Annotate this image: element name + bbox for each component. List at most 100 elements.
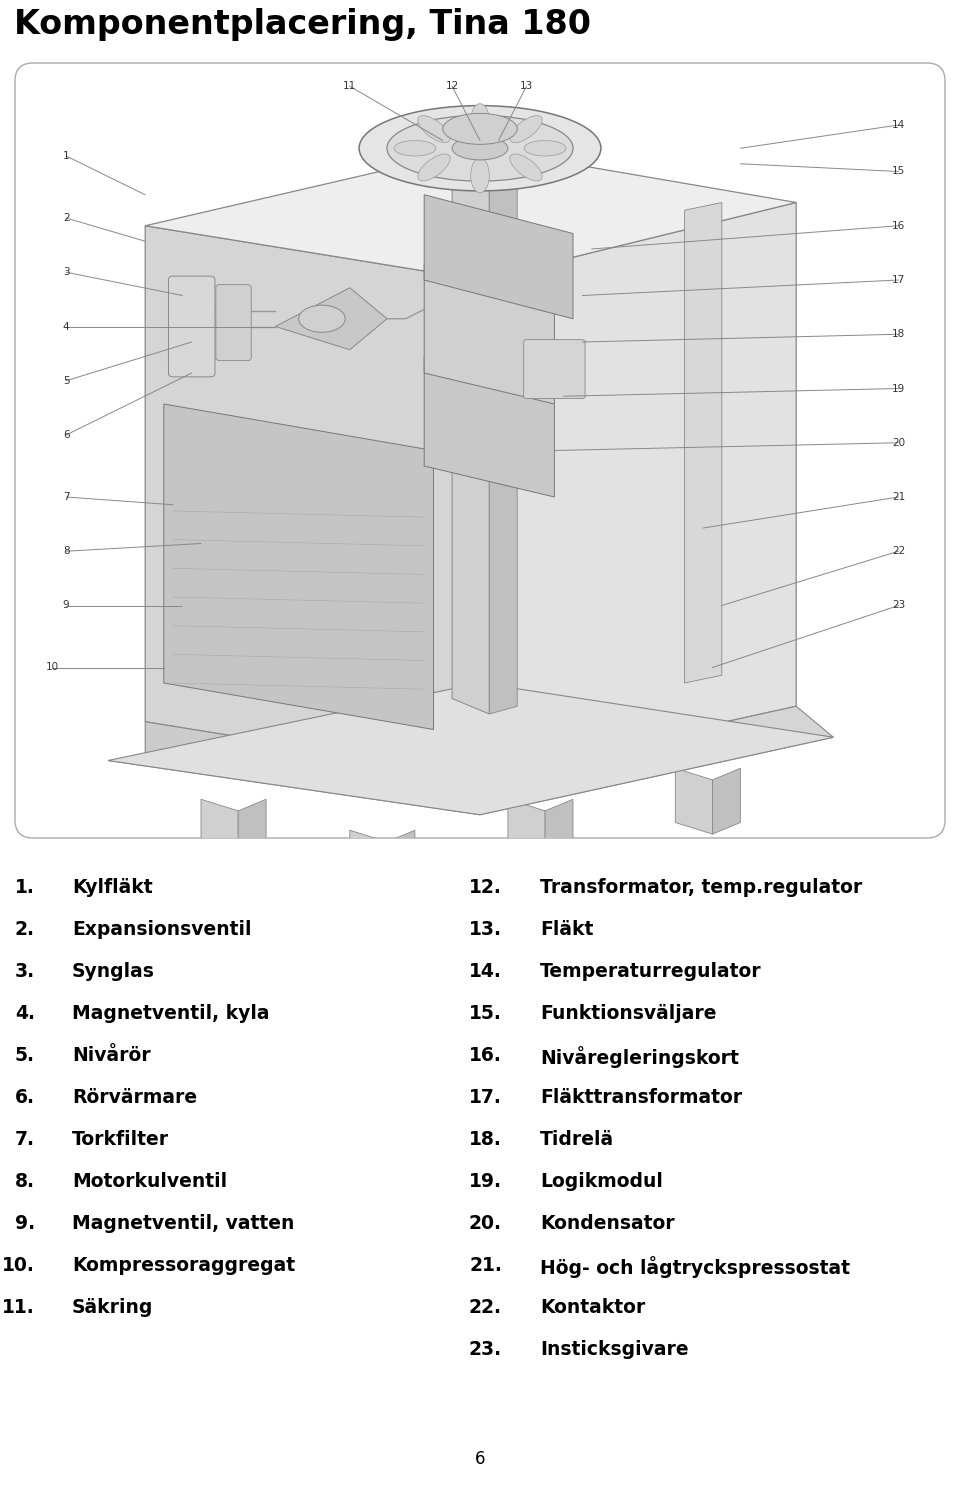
Text: 22: 22 (892, 547, 905, 556)
Polygon shape (675, 768, 712, 834)
Text: 19: 19 (892, 383, 905, 394)
FancyBboxPatch shape (216, 285, 252, 361)
Ellipse shape (359, 106, 601, 190)
Text: 14.: 14. (469, 962, 502, 981)
Text: 21: 21 (892, 491, 905, 502)
Text: 23.: 23. (468, 1341, 502, 1359)
Text: 15: 15 (892, 166, 905, 177)
Ellipse shape (470, 103, 490, 138)
Text: Synglas: Synglas (72, 962, 155, 981)
Text: 8.: 8. (15, 1171, 35, 1191)
Polygon shape (490, 171, 517, 715)
Text: 2: 2 (62, 213, 69, 223)
Polygon shape (145, 148, 796, 280)
FancyBboxPatch shape (168, 276, 215, 377)
Text: 7: 7 (62, 491, 69, 502)
Polygon shape (424, 265, 555, 404)
Polygon shape (145, 226, 480, 776)
Text: 1: 1 (62, 151, 69, 160)
Text: Motorkulventil: Motorkulventil (72, 1171, 228, 1191)
Text: Magnetventil, kyla: Magnetventil, kyla (72, 1004, 270, 1023)
Ellipse shape (394, 141, 436, 156)
Text: 23: 23 (892, 601, 905, 611)
Polygon shape (424, 358, 555, 497)
Text: Rörvärmare: Rörvärmare (72, 1088, 197, 1107)
Text: Kondensator: Kondensator (540, 1213, 675, 1233)
Text: 9.: 9. (14, 1213, 35, 1233)
Text: 11: 11 (343, 81, 356, 91)
Ellipse shape (299, 306, 346, 333)
Text: Kompressoraggregat: Kompressoraggregat (72, 1255, 295, 1275)
Text: 1.: 1. (15, 878, 35, 897)
Text: Säkring: Säkring (72, 1297, 154, 1317)
Text: Fläkt: Fläkt (540, 920, 593, 939)
Text: 22.: 22. (469, 1297, 502, 1317)
Text: 13: 13 (520, 81, 533, 91)
Ellipse shape (418, 154, 450, 181)
Text: 10: 10 (46, 662, 59, 673)
Ellipse shape (524, 141, 566, 156)
FancyBboxPatch shape (524, 340, 585, 398)
Ellipse shape (418, 115, 450, 142)
Polygon shape (480, 202, 796, 776)
Text: Transformator, temp.regulator: Transformator, temp.regulator (540, 878, 862, 897)
Ellipse shape (470, 157, 490, 193)
Text: 18: 18 (892, 330, 905, 339)
Text: 20: 20 (892, 437, 905, 448)
Ellipse shape (443, 114, 517, 144)
Text: Expansionsventil: Expansionsventil (72, 920, 252, 939)
Polygon shape (712, 768, 740, 834)
Text: 19.: 19. (469, 1171, 502, 1191)
Text: 17: 17 (892, 276, 905, 285)
Text: 6: 6 (62, 430, 69, 440)
Text: 20.: 20. (469, 1213, 502, 1233)
Text: 16: 16 (892, 220, 905, 231)
Text: 15.: 15. (469, 1004, 502, 1023)
Text: 6.: 6. (15, 1088, 35, 1107)
Text: 12.: 12. (469, 878, 502, 897)
Text: 5: 5 (62, 376, 69, 386)
Text: 3.: 3. (14, 962, 35, 981)
Polygon shape (545, 800, 573, 866)
Text: 2.: 2. (15, 920, 35, 939)
Text: 16.: 16. (469, 1046, 502, 1065)
Text: Nivåregleringskort: Nivåregleringskort (540, 1046, 739, 1068)
Text: 14: 14 (892, 120, 905, 130)
Text: 3: 3 (62, 267, 69, 277)
Text: Tidrelä: Tidrelä (540, 1129, 614, 1149)
Text: Insticksgivare: Insticksgivare (540, 1341, 688, 1359)
Text: 18.: 18. (469, 1129, 502, 1149)
Polygon shape (276, 288, 387, 349)
Text: 5.: 5. (15, 1046, 35, 1065)
Text: 21.: 21. (469, 1255, 502, 1275)
Polygon shape (387, 830, 415, 896)
Text: Hög- och lågtryckspressostat: Hög- och lågtryckspressostat (540, 1255, 850, 1278)
Ellipse shape (452, 136, 508, 160)
Text: 4: 4 (62, 322, 69, 331)
Polygon shape (164, 404, 434, 730)
Text: Fläkttransformator: Fläkttransformator (540, 1088, 742, 1107)
Text: 10.: 10. (2, 1255, 35, 1275)
Ellipse shape (387, 115, 573, 181)
Text: 13.: 13. (469, 920, 502, 939)
FancyBboxPatch shape (15, 63, 945, 837)
Polygon shape (108, 683, 833, 815)
Text: Temperaturregulator: Temperaturregulator (540, 962, 761, 981)
Ellipse shape (510, 115, 542, 142)
Polygon shape (349, 830, 387, 896)
Text: Kylfläkt: Kylfläkt (72, 878, 153, 897)
Polygon shape (684, 202, 722, 683)
Text: Funktionsväljare: Funktionsväljare (540, 1004, 716, 1023)
Polygon shape (508, 800, 545, 866)
Text: Torkfilter: Torkfilter (72, 1129, 169, 1149)
Polygon shape (452, 163, 490, 715)
Polygon shape (108, 722, 480, 815)
Text: 6: 6 (475, 1450, 485, 1468)
Text: Kontaktor: Kontaktor (540, 1297, 645, 1317)
Polygon shape (480, 706, 833, 815)
Text: 17.: 17. (469, 1088, 502, 1107)
Polygon shape (424, 195, 573, 319)
Text: 11.: 11. (2, 1297, 35, 1317)
Text: 9: 9 (62, 601, 69, 611)
Text: 7.: 7. (15, 1129, 35, 1149)
